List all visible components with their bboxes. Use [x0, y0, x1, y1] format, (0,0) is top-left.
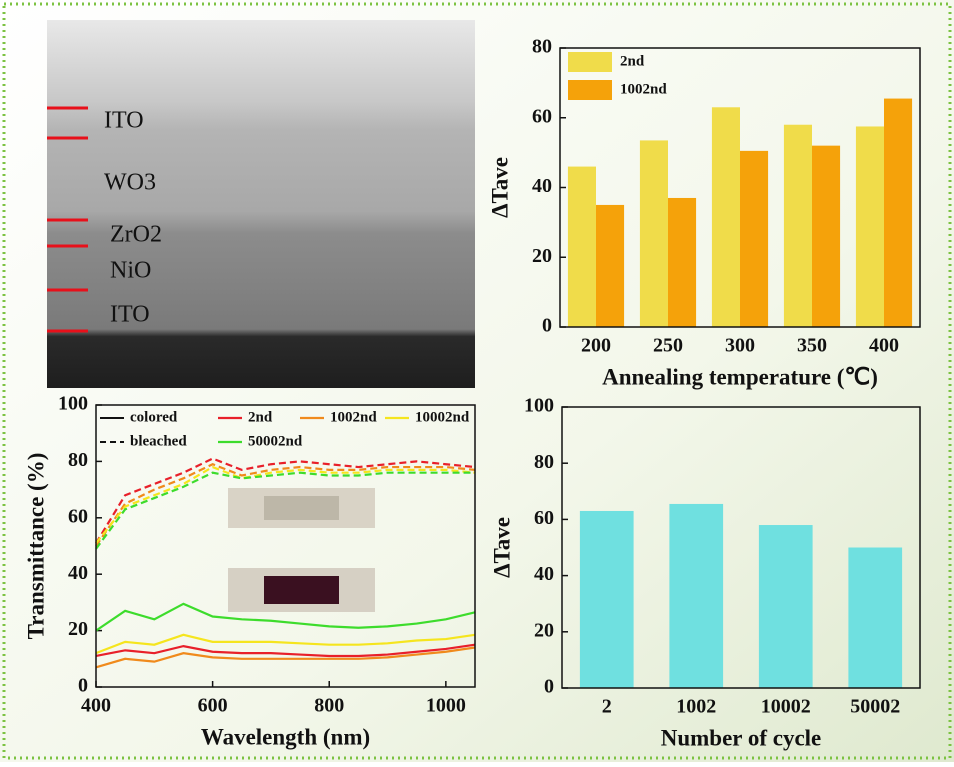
x-tick-label: 600: [198, 695, 228, 717]
bar: [884, 99, 912, 327]
legend-label: 10002nd: [415, 409, 470, 425]
y-axis-label: ΔTave: [487, 157, 512, 218]
y-axis-label: ΔTave: [489, 517, 514, 578]
bar: [740, 151, 768, 327]
figure: ITO WO3 ZrO2 NiO ITO 020406080Annealing …: [0, 0, 954, 762]
y-tick-label: 100: [58, 393, 88, 415]
x-tick-label: 400: [81, 695, 111, 717]
sem-image: ITO WO3 ZrO2 NiO ITO: [47, 20, 475, 388]
y-tick-label: 20: [532, 245, 552, 267]
x-tick-label: 10002: [761, 696, 811, 718]
bar: [668, 198, 696, 327]
x-axis-label: Number of cycle: [661, 725, 822, 750]
y-tick-label: 60: [532, 105, 552, 127]
layer-label: ITO: [104, 108, 144, 134]
layer-label: ZrO2: [110, 222, 162, 248]
y-tick-label: 20: [534, 619, 554, 641]
y-tick-label: 0: [544, 676, 554, 698]
bar: [712, 107, 740, 327]
y-tick-label: 40: [534, 563, 554, 585]
layer-label: ITO: [110, 302, 150, 328]
sem-photo: [47, 20, 475, 388]
bar: [640, 140, 668, 327]
x-tick-label: 50002: [850, 696, 900, 718]
legend-label: bleached: [130, 433, 187, 449]
bar: [812, 146, 840, 327]
y-tick-label: 80: [534, 451, 554, 473]
y-tick-label: 60: [534, 507, 554, 529]
x-tick-label: 250: [653, 335, 683, 357]
x-tick-label: 300: [725, 335, 755, 357]
bar: [580, 511, 634, 688]
y-tick-label: 40: [532, 175, 552, 197]
layer-label: WO3: [104, 170, 156, 196]
bar: [669, 504, 723, 688]
bar: [856, 126, 884, 327]
legend-label: 2nd: [248, 409, 273, 425]
bar: [848, 548, 902, 689]
bar: [596, 205, 624, 327]
x-tick-label: 400: [869, 335, 899, 357]
x-tick-label: 1000: [426, 695, 466, 717]
bar: [759, 525, 813, 688]
x-tick-label: 2: [602, 696, 612, 718]
y-tick-label: 40: [68, 562, 88, 584]
y-axis-label: Transmittance (%): [23, 453, 48, 640]
x-axis-label: Wavelength (nm): [201, 724, 370, 749]
y-tick-label: 0: [542, 315, 552, 337]
y-tick-label: 80: [532, 36, 552, 58]
x-tick-label: 800: [314, 695, 344, 717]
x-tick-label: 200: [581, 335, 611, 357]
bar: [568, 167, 596, 327]
legend-label: 50002nd: [248, 433, 303, 449]
y-tick-label: 80: [68, 449, 88, 471]
layer-label: NiO: [110, 258, 151, 284]
device-bleached: [264, 496, 339, 520]
legend-swatch: [568, 80, 612, 100]
x-tick-label: 1002: [676, 696, 716, 718]
legend-label: 2nd: [620, 53, 645, 69]
legend-label: colored: [130, 409, 178, 425]
y-tick-label: 100: [524, 395, 554, 417]
legend-swatch: [568, 52, 612, 72]
legend-label: 1002nd: [330, 409, 377, 425]
y-tick-label: 0: [78, 675, 88, 697]
x-axis-label: Annealing temperature (℃): [602, 364, 878, 389]
device-colored: [264, 576, 339, 604]
legend-label: 1002nd: [620, 81, 667, 97]
y-tick-label: 60: [68, 505, 88, 527]
bar: [784, 125, 812, 327]
y-tick-label: 20: [68, 618, 88, 640]
x-tick-label: 350: [797, 335, 827, 357]
